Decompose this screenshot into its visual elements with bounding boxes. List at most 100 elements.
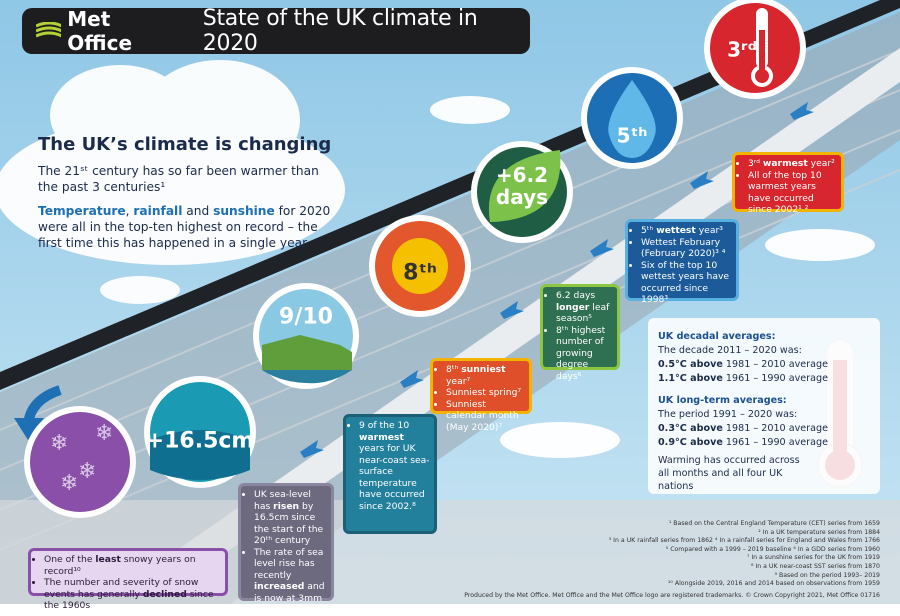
intro-paragraph: Temperature, rainfall and sunshine for 2… (38, 203, 338, 251)
bold-text: least (95, 554, 121, 565)
text: by 16.5cm since the start of the 20ᵗʰ ce… (254, 500, 324, 547)
text: The rate of sea level rise has recently (254, 546, 324, 581)
bullet-list: 3ʳᵈ warmest year²All of the top 10 warme… (739, 158, 837, 216)
text: 3ʳᵈ (748, 158, 763, 169)
avg-heading: UK long-term averages: (658, 395, 787, 406)
bullet: The rate of sea level rise has recently … (254, 547, 327, 616)
fact-box: 5ᵗʰ wettest year³Wettest February (Febru… (625, 219, 739, 305)
bold-text: declined (142, 588, 187, 600)
bullet: Sunniest calendar month (May 2020)⁷ (446, 399, 525, 434)
footnote: ² In a UK temperature series from 1884 (758, 528, 880, 536)
footnotes: ¹ Based on the Central England Temperatu… (440, 520, 880, 589)
bullet-list: 8ᵗʰ sunniest year⁷Sunniest spring⁷Sunnie… (437, 364, 525, 433)
bullet-list: 6.2 days longer leaf season⁵8ᵗʰ highest … (547, 290, 613, 382)
avg-line: 0.3°C above 1981 – 2010 average (658, 422, 870, 436)
fact-box: 6.2 days longer leaf season⁵8ᵗʰ highest … (540, 284, 620, 382)
bold-text: risen (273, 500, 300, 512)
text: and (182, 204, 214, 218)
text: 1961 – 1990 average (722, 437, 828, 448)
text: Wettest February (February 2020)³ ⁴ (641, 236, 726, 260)
clouds (0, 60, 875, 458)
title: State of the UK climate in 2020 (202, 6, 478, 56)
fact-box: 8ᵗʰ sunniest year⁷Sunniest spring⁷Sunnie… (430, 358, 532, 433)
bold-text: wettest (656, 225, 696, 236)
bold-text: warmest (762, 158, 808, 169)
text: Sunniest calendar month (May 2020)⁷ (446, 398, 519, 433)
bullet-list: 9 of the 10 warmest years for UK near-co… (350, 420, 430, 512)
text: 1961 – 1990 average (722, 373, 828, 384)
footnote: ¹⁰ Alongside 2019, 2016 and 2014 based o… (667, 580, 880, 588)
circle-label: 3ʳᵈ (727, 38, 757, 62)
text: 1981 – 2010 average (722, 359, 828, 370)
svg-text:❄: ❄ (95, 421, 113, 446)
thermo-circle (704, 0, 806, 99)
snow-circle: ❄❄❄❄ (24, 406, 136, 518)
footnote: ⁵ Compared with a 1999 – 2019 baseline ⁶… (665, 545, 880, 553)
text: Sunniest spring⁷ (446, 387, 522, 398)
fact-box: 3ʳᵈ warmest year²All of the top 10 warme… (732, 152, 844, 215)
text: leaf season⁵ (556, 301, 610, 325)
avg-line: 0.5°C above 1981 – 2010 average (658, 358, 870, 372)
bullet: 5ᵗʰ wettest year³ (641, 225, 732, 237)
averages-panel: UK decadal averages: The decade 2011 – 2… (648, 318, 880, 494)
footnote: ¹ Based on the Central England Temperatu… (668, 520, 880, 527)
text: One of the (44, 554, 96, 565)
circle-label: +16.5cm (146, 428, 255, 453)
bullet: 9 of the 10 warmest years for UK near-co… (359, 420, 430, 512)
text: 8ᵗʰ (446, 364, 462, 375)
bullet-list: UK sea-level has risen by 16.5cm since t… (245, 489, 327, 616)
text: The 21ˢᵗ century has so far been warmer … (38, 164, 319, 194)
avg-lines: 0.3°C above 1981 – 2010 average 0.9°C abo… (658, 422, 870, 450)
intro-paragraph: The 21ˢᵗ century has so far been warmer … (38, 163, 338, 195)
circle-label: 5ᵗʰ (617, 124, 648, 148)
avg-heading: UK decadal averages: (658, 331, 776, 342)
intro: The UK’s climate is changing The 21ˢᵗ ce… (38, 134, 338, 259)
text: 5ᵗʰ (641, 225, 657, 236)
bold-text: sunshine (213, 204, 275, 218)
logo: Met Office (36, 7, 179, 55)
fact-box: One of the least snowy years on record¹⁰… (28, 548, 228, 611)
bullet: All of the top 10 warmest years have occ… (748, 170, 837, 216)
ramp-arrows (300, 102, 814, 458)
bold-text: 0.9°C above (658, 437, 723, 448)
text: 6.2 days (556, 290, 596, 301)
fact-box: UK sea-level has risen by 16.5cm since t… (238, 483, 334, 615)
text: UK sea-level has (254, 489, 311, 512)
bullet: Wettest February (February 2020)³ ⁴ (641, 237, 732, 260)
leaf-circle (471, 141, 573, 243)
bullet-list: One of the least snowy years on record¹⁰… (35, 554, 221, 612)
text: The number and severity of snow events h… (44, 577, 199, 600)
avg-intro: The period 1991 – 2020 was: (658, 409, 798, 420)
bullet: UK sea-level has risen by 16.5cm since t… (254, 489, 327, 547)
text: 8ᵗʰ highest number of growing degree day… (556, 324, 606, 382)
bold-text: warmest (359, 431, 404, 443)
text: , (125, 204, 134, 218)
bullet: 6.2 days longer leaf season⁵ (556, 290, 613, 325)
text: for 2020 were all in the top-ten highest… (38, 204, 331, 250)
text: snowy years on record¹⁰ (44, 554, 196, 577)
text: 1981 – 2010 average (722, 423, 828, 434)
text: year⁷ (446, 375, 471, 387)
circle-label: +6.2 days (496, 163, 548, 209)
text: Six of the top 10 wettest years have occ… (641, 259, 730, 306)
avg-line: 1.1°C above 1961 – 1990 average (658, 372, 870, 386)
drop-circle (581, 67, 683, 169)
footnote: ³ In a UK rainfall series from 1862 ⁴ In… (608, 537, 880, 545)
bold-text: 0.5°C above (658, 359, 723, 370)
intro-heading: The UK’s climate is changing (38, 134, 332, 155)
text: year² (807, 158, 835, 169)
bold-text: longer (556, 301, 590, 313)
bullet: One of the least snowy years on record¹⁰ (44, 554, 221, 577)
svg-text:❄: ❄ (50, 431, 68, 456)
bold-text: 1.1°C above (658, 373, 723, 384)
bullet: 8ᵗʰ highest number of growing degree day… (556, 325, 613, 383)
logo-mark (36, 22, 62, 38)
bullet: 8ᵗʰ sunniest year⁷ (446, 364, 525, 387)
text: years for UK near-coast sea-surface temp… (359, 443, 430, 512)
bullet: Six of the top 10 wettest years have occ… (641, 260, 732, 306)
credit: Produced by the Met Office. Met Office a… (464, 592, 880, 599)
circle-label: 9/10 (279, 304, 333, 329)
cliff-circle (253, 283, 359, 389)
